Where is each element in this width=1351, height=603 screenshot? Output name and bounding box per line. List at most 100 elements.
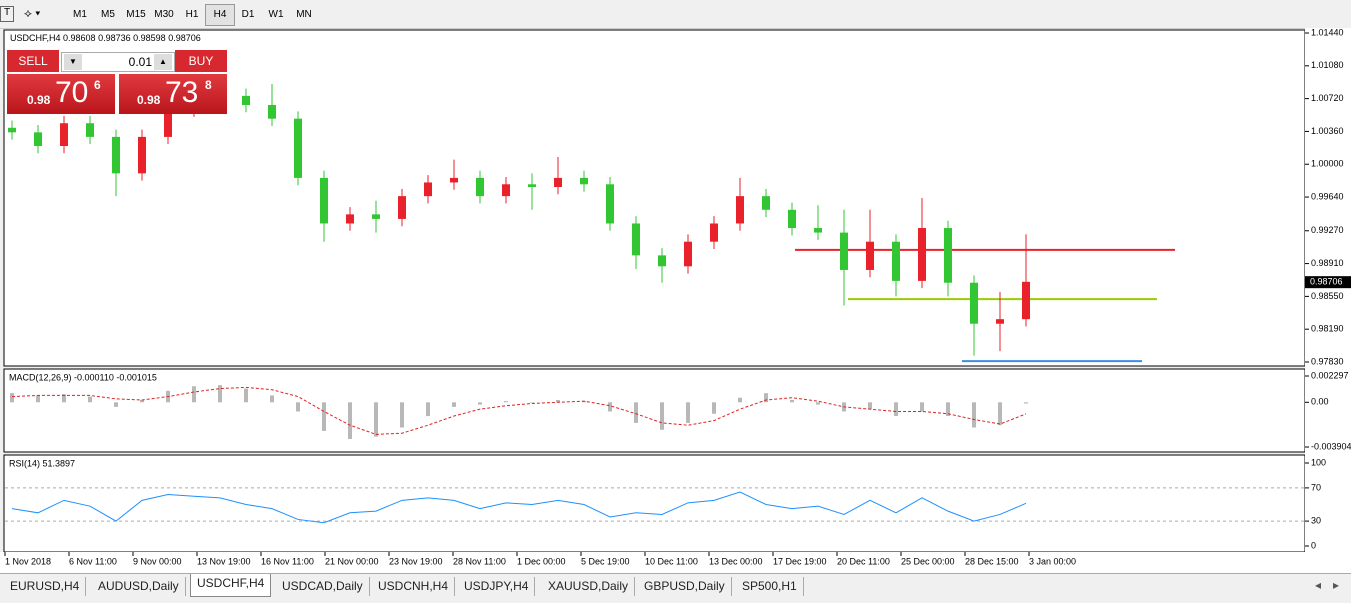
buy-button[interactable]: BUY	[175, 50, 227, 72]
macd-bar	[504, 401, 508, 402]
macd-bar	[114, 402, 118, 407]
macd-bar	[634, 402, 638, 423]
sell-price[interactable]: 0.98 70 6	[7, 74, 115, 114]
macd-bar	[712, 402, 716, 413]
tab-scroll-left[interactable]: ◂	[1315, 578, 1321, 592]
candle-body	[112, 137, 120, 173]
macd-bar	[894, 402, 898, 416]
y-tick-label: 30	[1311, 515, 1321, 525]
chart-title: USDCHF,H4 0.98608 0.98736 0.98598 0.9870…	[10, 33, 201, 43]
candle-body	[580, 178, 588, 184]
y-tick-label: 1.00000	[1311, 159, 1344, 169]
trade-panel: SELL ▼ 0.01 ▲ BUY 0.98 70 6 0.98 73 8	[7, 50, 228, 116]
candle-body	[60, 123, 68, 146]
lot-down[interactable]: ▼	[64, 54, 82, 70]
candle-body	[840, 233, 848, 270]
close: 0.98706	[168, 33, 201, 43]
timeframe-button[interactable]: M30	[149, 4, 179, 26]
lot-up[interactable]: ▲	[154, 54, 172, 70]
tab-scroll-right[interactable]: ▸	[1333, 578, 1339, 592]
macd-bar	[88, 397, 92, 403]
macd-bar	[608, 402, 612, 411]
macd-bar	[400, 402, 404, 427]
buy-price[interactable]: 0.98 73 8	[119, 74, 227, 114]
y-tick-label: 1.01080	[1311, 60, 1344, 70]
sell-button[interactable]: SELL	[7, 50, 59, 72]
candle-body	[346, 214, 354, 223]
candle-body	[892, 242, 900, 281]
symbol-tab[interactable]: AUDUSD,Daily	[92, 577, 186, 596]
symbol-tab[interactable]: GBPUSD,Daily	[638, 577, 732, 596]
candle-body	[996, 319, 1004, 324]
symbol-tab[interactable]: USDCAD,Daily	[276, 577, 370, 596]
macd-bar	[998, 402, 1002, 425]
shapes-tool[interactable]: ⟡ ▾	[24, 6, 40, 21]
macd-bar	[192, 386, 196, 402]
macd-panel	[4, 369, 1305, 452]
y-tick-label: -0.003904	[1311, 441, 1351, 451]
x-tick-label: 9 Nov 00:00	[133, 556, 182, 566]
macd-bar	[478, 402, 482, 404]
x-tick-label: 17 Dec 19:00	[773, 556, 827, 566]
open: 0.98608	[63, 33, 96, 43]
x-tick-label: 1 Nov 2018	[5, 556, 51, 566]
timeframe-button[interactable]: H4	[205, 4, 235, 26]
timeframe-button[interactable]: W1	[261, 4, 291, 26]
symbol-tab[interactable]: SP500,H1	[736, 577, 804, 596]
candle-body	[762, 196, 770, 210]
lot-box[interactable]: ▼ 0.01 ▲	[61, 52, 175, 72]
symbol-tab[interactable]: USDCNH,H4	[372, 577, 455, 596]
candle-body	[424, 182, 432, 196]
price-big: 70	[55, 76, 88, 110]
text-tool[interactable]: T	[0, 6, 14, 22]
macd-bar	[790, 400, 794, 402]
macd-bar	[868, 402, 872, 409]
y-tick-label: 0.99640	[1311, 191, 1344, 201]
timeframe-button[interactable]: M5	[93, 4, 123, 26]
macd-bar	[686, 402, 690, 423]
y-tick-label: 0.00	[1311, 397, 1329, 407]
timeframe-button[interactable]: M15	[121, 4, 151, 26]
candle-body	[242, 96, 250, 105]
candle-body	[788, 210, 796, 228]
tab-bar: ◂ ▸ EURUSD,H4 AUDUSD,DailyUSDCHF,H4 USDCAD…	[0, 573, 1351, 603]
timeframe-button[interactable]: H1	[177, 4, 207, 26]
timeframe-button[interactable]: MN	[289, 4, 319, 26]
y-tick-label: 1.00360	[1311, 126, 1344, 136]
y-tick-label: 1.00720	[1311, 93, 1344, 103]
y-tick-label: 0.97830	[1311, 356, 1344, 366]
candle-body	[554, 178, 562, 187]
macd-bar	[322, 402, 326, 431]
x-tick-label: 20 Dec 11:00	[837, 556, 890, 566]
macd-bar	[244, 389, 248, 403]
candle-body	[918, 228, 926, 281]
y-tick-label: 1.01440	[1311, 28, 1344, 37]
macd-bar	[296, 402, 300, 411]
timeframe-button[interactable]: D1	[233, 4, 263, 26]
symbol-tab[interactable]: EURUSD,H4	[4, 577, 86, 596]
x-tick-label: 28 Nov 11:00	[453, 556, 506, 566]
candle-body	[502, 184, 510, 196]
y-tick-label: 0.98190	[1311, 324, 1344, 334]
timeframe-button[interactable]: M1	[65, 4, 95, 26]
rsi-title: RSI(14) 51.3897	[9, 458, 75, 468]
price-prefix: 0.98	[137, 93, 160, 107]
candle-body	[450, 178, 458, 183]
candle-body	[606, 184, 614, 223]
high: 0.98736	[98, 33, 131, 43]
symbol-tab[interactable]: USDJPY,H4	[458, 577, 535, 596]
candle-body	[34, 132, 42, 146]
candle-body	[684, 242, 692, 267]
y-tick-label: 0.98550	[1311, 291, 1344, 301]
symbol-tab[interactable]: USDCHF,H4	[190, 574, 271, 597]
x-tick-label: 5 Dec 19:00	[581, 556, 630, 566]
macd-bar	[10, 393, 14, 402]
x-tick-label: 16 Nov 11:00	[261, 556, 314, 566]
y-tick-label: 0.002297	[1311, 370, 1349, 380]
candle-body	[372, 214, 380, 219]
candle-body	[970, 283, 978, 324]
symbol-tab[interactable]: XAUUSD,Daily	[542, 577, 635, 596]
candle-body	[398, 196, 406, 219]
candle-body	[8, 128, 16, 133]
